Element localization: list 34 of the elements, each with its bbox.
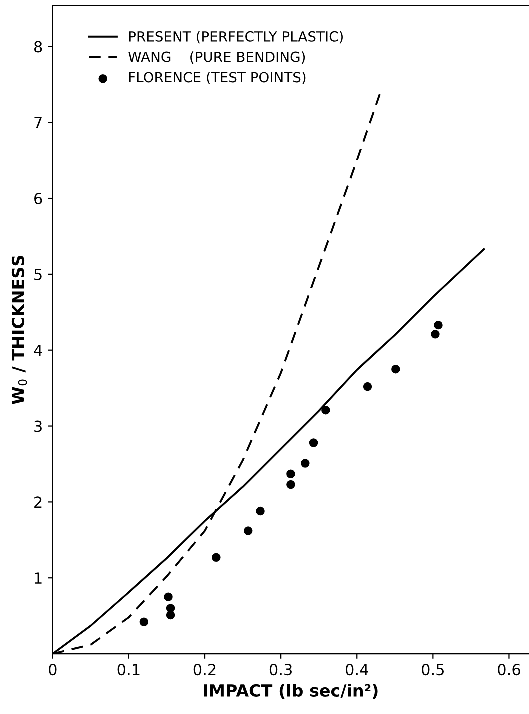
x-tick-label: 0.5 (422, 664, 444, 676)
point (309, 438, 318, 448)
point (301, 459, 310, 468)
x-tick-label: 0.1 (118, 664, 140, 676)
x-tick-label: 0.3 (270, 664, 292, 676)
point (212, 553, 221, 562)
y-tick-label: 7 (34, 117, 42, 128)
point (363, 382, 372, 392)
y-tick-label: 3 (34, 420, 42, 432)
x-tick-label: 0.6 (498, 664, 520, 676)
point (244, 526, 253, 536)
point (286, 480, 296, 490)
legend-label: PRESENT (PERFECTLY PLASTIC) (129, 31, 343, 44)
x-tick-label: 0.2 (194, 664, 216, 676)
x-axis-title: IMPACT (lb sec/in²) (204, 684, 378, 699)
point (256, 506, 265, 516)
y-tick-label: 6 (34, 193, 42, 205)
point (140, 618, 149, 627)
point (392, 364, 400, 374)
x-tick-label: 0.4 (346, 664, 368, 676)
y-tick-label: 5 (34, 269, 42, 280)
legend-label: FLORENCE (TEST POINTS) (129, 72, 306, 84)
y-tick-label: 2 (34, 496, 42, 508)
legend-label: WANG (PURE BENDING) (128, 52, 306, 64)
y-axis-title: W$_{0}$ / THICKNESS (12, 256, 28, 404)
x-tick-label: 0 (49, 664, 57, 676)
y-tick-label: 8 (34, 41, 42, 53)
point (431, 330, 440, 339)
point (164, 592, 173, 602)
y-tick-label: 4 (34, 345, 42, 356)
y-tick-label: 1 (35, 572, 42, 584)
point (322, 406, 330, 415)
point (286, 470, 296, 478)
point (434, 320, 443, 330)
